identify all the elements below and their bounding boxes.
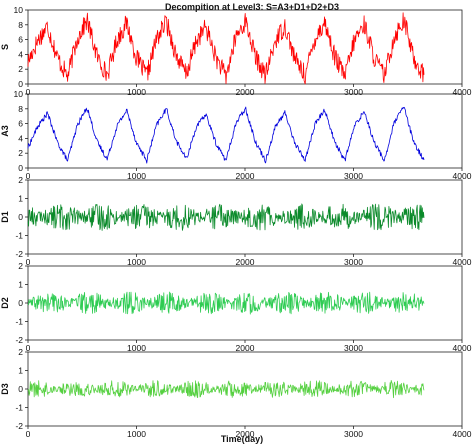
x-tick-label: 4000 <box>453 171 472 181</box>
y-tick-label: 2 <box>18 64 23 74</box>
panel-d1: 0 1000 2000 3000 4000 -2 -1 0 1 2 D1 <box>0 175 472 267</box>
y-tick-label: 6 <box>18 119 23 129</box>
y-tick-label: 8 <box>18 104 23 114</box>
y-tick-label: -1 <box>15 403 23 413</box>
series-line-a3 <box>27 106 425 164</box>
x-tick-label: 4000 <box>453 87 472 97</box>
panel-d3: 0 1000 2000 3000 4000 -2 -1 0 1 2 D3 <box>0 347 472 439</box>
y-tick-label: 1 <box>18 280 23 290</box>
y-axis-label: D2 <box>0 297 10 309</box>
y-axis-label: S <box>0 44 10 50</box>
x-tick-label: 1000 <box>127 171 146 181</box>
x-tick-label: 0 <box>26 429 31 439</box>
y-tick-label: 0 <box>18 298 23 308</box>
chart-title: Decompition at Level3: S=A3+D1+D2+D3 <box>165 2 339 12</box>
series-line-d3 <box>27 380 425 399</box>
x-tick-label: 2000 <box>236 343 255 353</box>
y-tick-label: 10 <box>14 89 24 99</box>
x-tick-label: 1000 <box>127 257 146 267</box>
x-tick-label: 0 <box>26 87 31 97</box>
series-line-d1 <box>27 203 425 231</box>
panel-a3: 0 1000 2000 3000 4000 0 2 4 6 8 10 A3 <box>0 89 472 181</box>
x-tick-label: 3000 <box>344 343 363 353</box>
y-axis-label: D1 <box>0 211 10 223</box>
x-tick-label: 2000 <box>236 257 255 267</box>
x-tick-label: 1000 <box>127 429 146 439</box>
y-tick-label: 4 <box>18 49 23 59</box>
x-tick-label: 2000 <box>236 429 255 439</box>
x-tick-label: 1000 <box>127 343 146 353</box>
x-tick-label: 0 <box>26 171 31 181</box>
x-tick-label: 0 <box>26 343 31 353</box>
y-tick-label: -1 <box>15 317 23 327</box>
y-tick-label: 10 <box>14 5 24 15</box>
y-tick-label: 0 <box>18 212 23 222</box>
x-tick-label: 3000 <box>344 87 363 97</box>
y-tick-label: 8 <box>18 20 23 30</box>
x-axis-label: Time(day) <box>221 434 263 444</box>
series-line-d2 <box>27 291 425 315</box>
y-tick-label: 0 <box>18 384 23 394</box>
panel-s: 0 1000 2000 3000 4000 0 2 4 6 8 10 S <box>0 5 472 97</box>
x-tick-label: 4000 <box>453 257 472 267</box>
x-tick-label: 4000 <box>453 429 472 439</box>
y-tick-label: 2 <box>18 261 23 271</box>
x-tick-label: 3000 <box>344 257 363 267</box>
y-tick-label: 1 <box>18 366 23 376</box>
series-line-s <box>27 12 425 85</box>
y-tick-label: -2 <box>15 335 23 345</box>
y-tick-label: -2 <box>15 421 23 431</box>
panel-d2: 0 1000 2000 3000 4000 -2 -1 0 1 2 D2 <box>0 261 472 353</box>
y-tick-label: -2 <box>15 249 23 259</box>
y-axis-label: A3 <box>0 125 10 137</box>
x-tick-label: 2000 <box>236 171 255 181</box>
y-tick-label: 1 <box>18 194 23 204</box>
y-tick-label: 0 <box>18 79 23 89</box>
x-tick-label: 3000 <box>344 171 363 181</box>
y-tick-label: 0 <box>18 163 23 173</box>
x-tick-label: 0 <box>26 257 31 267</box>
x-tick-label: 3000 <box>344 429 363 439</box>
y-tick-label: -1 <box>15 231 23 241</box>
y-axis-label: D3 <box>0 383 10 395</box>
x-tick-label: 4000 <box>453 343 472 353</box>
x-tick-label: 1000 <box>127 87 146 97</box>
y-tick-label: 6 <box>18 35 23 45</box>
y-tick-label: 2 <box>18 175 23 185</box>
y-tick-label: 4 <box>18 133 23 143</box>
x-tick-label: 2000 <box>236 87 255 97</box>
y-tick-label: 2 <box>18 347 23 357</box>
y-tick-label: 2 <box>18 148 23 158</box>
